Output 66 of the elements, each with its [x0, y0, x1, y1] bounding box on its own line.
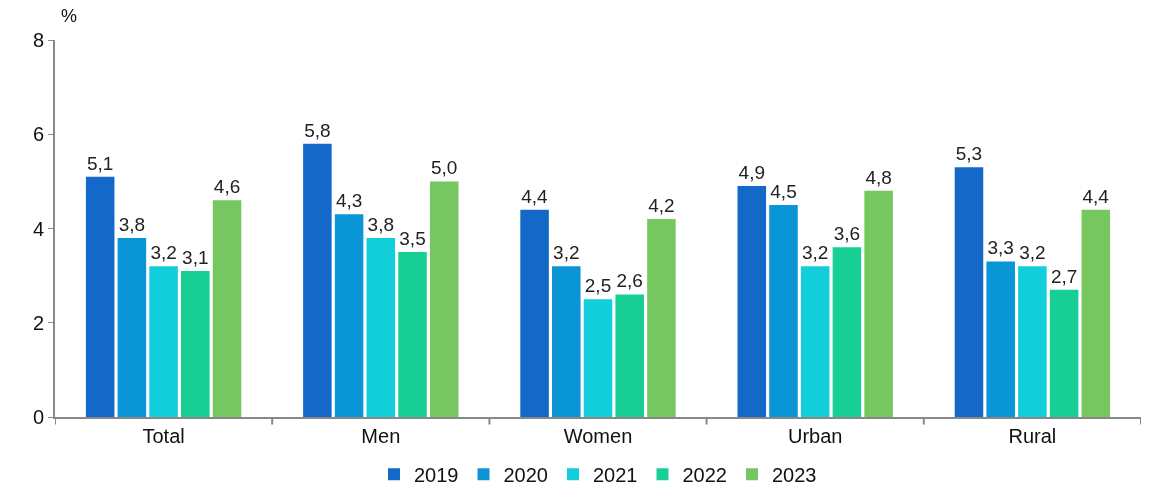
- data-label: 4,3: [335, 190, 363, 212]
- bar: [520, 209, 549, 417]
- data-label: 5,8: [304, 119, 331, 141]
- bar: [117, 237, 147, 417]
- bar: [769, 204, 798, 417]
- bar: [1049, 289, 1079, 417]
- data-label: 3,1: [182, 246, 209, 268]
- y-tick-label: 8: [32, 29, 44, 51]
- bar: [800, 266, 830, 417]
- data-label: 5,1: [86, 152, 114, 174]
- data-label: 3,8: [118, 213, 146, 235]
- data-label: 4,5: [770, 180, 797, 202]
- bar: [85, 176, 115, 417]
- y-tick-label: 4: [32, 217, 44, 240]
- bar: [149, 266, 178, 417]
- x-tick-label: Men: [361, 425, 401, 447]
- legend-label: 2019: [414, 464, 459, 486]
- x-tick-label: Total: [142, 425, 185, 447]
- bar: [864, 190, 893, 417]
- bar: [583, 299, 613, 417]
- bar: [1081, 209, 1111, 417]
- data-label: 4,4: [1082, 185, 1110, 207]
- x-tick-label: Urban: [787, 425, 843, 447]
- bar: [552, 266, 581, 417]
- bar: [1018, 266, 1047, 417]
- legend-label: 2021: [593, 464, 638, 486]
- bar: [181, 270, 210, 417]
- x-tick-label: Rural: [1008, 425, 1057, 447]
- bar: [366, 237, 396, 417]
- data-label: 3,6: [833, 223, 861, 245]
- data-label: 2,5: [584, 275, 612, 297]
- data-label: 3,3: [987, 237, 1014, 259]
- data-label: 2,6: [616, 270, 643, 292]
- bar: [737, 186, 767, 417]
- bar: [303, 143, 332, 417]
- data-label: 3,8: [367, 213, 395, 235]
- bar: [398, 252, 427, 417]
- bar: [954, 167, 984, 417]
- bar: [986, 261, 1015, 417]
- data-label: 3,2: [150, 242, 177, 264]
- x-tick-label: Women: [563, 425, 633, 447]
- data-label: 3,2: [553, 242, 580, 264]
- bar: [429, 181, 459, 417]
- legend-label: 2022: [682, 464, 727, 486]
- data-label: 4,4: [521, 185, 548, 207]
- bar: [647, 219, 676, 417]
- y-tick-label: 0: [32, 406, 44, 428]
- data-label: 2,7: [1050, 265, 1078, 287]
- data-label: 4,6: [213, 176, 241, 198]
- y-tick-label: 6: [32, 123, 44, 146]
- legend-label: 2023: [772, 464, 817, 486]
- data-label: 3,5: [399, 228, 426, 250]
- data-label: 5,3: [955, 143, 983, 165]
- bar: [615, 294, 644, 417]
- y-axis-title: %: [61, 6, 78, 26]
- y-tick-label: 2: [32, 311, 44, 334]
- data-label: 3,2: [801, 242, 829, 264]
- data-label: 3,2: [1019, 242, 1046, 264]
- data-label: 4,2: [648, 195, 675, 217]
- legend-label: 2020: [503, 464, 548, 486]
- bar: [832, 247, 862, 417]
- data-label: 5,0: [431, 157, 458, 179]
- data-label: 4,9: [738, 162, 765, 184]
- data-label: 4,8: [865, 166, 892, 188]
- bar: [212, 200, 242, 417]
- bar: [334, 214, 364, 417]
